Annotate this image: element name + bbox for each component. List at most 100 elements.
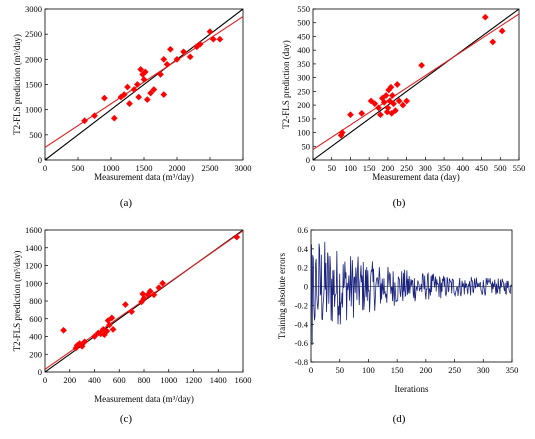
data-point xyxy=(166,45,174,53)
plot-frame xyxy=(310,229,513,363)
data-point xyxy=(124,83,131,91)
data-point xyxy=(388,92,396,99)
x-tick-label: 150 xyxy=(363,163,376,173)
x-axis-label: Measurement data (m³/day) xyxy=(94,394,194,404)
y-tick-label: 1000 xyxy=(25,278,42,288)
y-axis-label: T2-FLS prediction (m³/day) xyxy=(12,34,22,135)
y-tick-label: -0.6 xyxy=(295,338,308,348)
data-point xyxy=(338,129,346,136)
x-tick-label: 300 xyxy=(477,365,490,375)
data-point xyxy=(137,65,145,73)
data-point xyxy=(130,86,138,93)
panel-label: (d) xyxy=(393,413,406,425)
y-tick-label: 50 xyxy=(302,141,311,151)
data-point xyxy=(81,117,89,125)
x-tick-label: 200 xyxy=(382,163,395,173)
y-axis-label: T2-FLS prediction (m³/day) xyxy=(12,251,22,352)
x-tick-label: 400 xyxy=(456,163,469,173)
y-tick-label: 0.4 xyxy=(297,244,308,254)
data-point xyxy=(103,327,111,335)
y-tick-label: 400 xyxy=(29,332,42,342)
data-point xyxy=(133,81,141,88)
panel-a: 0 500 1000 1500 2000 2500 3000 0 500 1000 1500 2000… xyxy=(12,4,252,209)
y-tick-label: 1500 xyxy=(25,80,42,90)
y-tick-label: 200 xyxy=(297,100,310,110)
x-tick-label: 2000 xyxy=(169,163,186,173)
data-point xyxy=(126,100,133,108)
x-tick-label: 450 xyxy=(475,163,488,173)
x-tick-label: 200 xyxy=(419,365,432,375)
y-tick-label: 3000 xyxy=(25,4,42,14)
y-tick-label: 800 xyxy=(29,296,42,306)
data-point xyxy=(146,287,154,295)
panel-b: 0 50 100 150 200 250 300 350 400 450 500 550 0 50 100 1… xyxy=(281,4,525,209)
data-point xyxy=(109,325,117,333)
data-point xyxy=(481,13,489,21)
panel-label: (b) xyxy=(393,197,406,209)
y-tick-label: 550 xyxy=(297,4,310,14)
y-tick-label: 0.6 xyxy=(297,225,308,235)
y-axis-label: Training absolute errors xyxy=(277,252,287,339)
data-point xyxy=(384,104,392,112)
x-tick-label: 1000 xyxy=(160,375,177,385)
data-point xyxy=(186,53,194,61)
data-point xyxy=(403,97,411,105)
x-tick-label: 250 xyxy=(400,163,413,173)
y-tick-label: 1600 xyxy=(25,225,42,235)
x-tick-label: 1000 xyxy=(103,163,120,173)
x-tick-label: 1400 xyxy=(210,375,227,385)
x-tick-label: 0 xyxy=(311,163,315,173)
data-point xyxy=(233,233,241,241)
data-point xyxy=(375,104,382,112)
x-tick-label: 500 xyxy=(494,163,507,173)
data-point xyxy=(105,321,113,329)
x-axis-label: Iterations xyxy=(395,384,429,394)
data-point xyxy=(150,291,158,299)
error-series-line xyxy=(311,241,512,346)
x-tick-label: 1200 xyxy=(185,375,202,385)
x-tick-label: 0 xyxy=(43,163,47,173)
data-point xyxy=(140,294,148,302)
data-point xyxy=(367,97,375,105)
x-tick-label: 400 xyxy=(88,375,101,385)
plot-frame xyxy=(312,8,520,161)
data-point xyxy=(399,101,407,109)
plot-area xyxy=(313,9,519,160)
x-tick-label: 550 xyxy=(513,163,526,173)
data-point xyxy=(347,111,354,119)
data-point xyxy=(143,96,151,104)
y-tick-label: 0 xyxy=(304,282,308,292)
data-point xyxy=(150,86,158,93)
y-tick-label: 0 xyxy=(38,367,42,377)
data-point xyxy=(216,35,224,43)
x-tick-label: 2500 xyxy=(202,163,219,173)
x-tick-label: 200 xyxy=(63,375,76,385)
y-tick-label: 400 xyxy=(297,45,310,55)
data-point xyxy=(159,279,166,287)
x-tick-label: 100 xyxy=(344,163,357,173)
data-point xyxy=(122,301,129,308)
y-tick-label: 300 xyxy=(297,73,310,83)
plot-area xyxy=(45,230,243,372)
data-point xyxy=(78,342,86,350)
x-tick-label: 800 xyxy=(138,375,151,385)
data-point xyxy=(196,40,204,48)
data-point xyxy=(358,109,366,117)
x-tick-label: 500 xyxy=(72,163,85,173)
data-point xyxy=(498,27,506,35)
x-tick-label: 50 xyxy=(327,163,336,173)
panel-label: (c) xyxy=(120,413,133,425)
y-tick-label: 0 xyxy=(38,155,42,165)
y-tick-label: 0.2 xyxy=(297,263,308,273)
data-point xyxy=(110,114,118,122)
y-tick-label: 500 xyxy=(29,130,42,140)
data-point xyxy=(209,35,217,43)
data-point xyxy=(382,92,390,99)
data-point xyxy=(391,107,399,114)
data-point xyxy=(100,94,108,102)
y-tick-label: 250 xyxy=(297,86,310,96)
x-tick-label: 3000 xyxy=(235,163,252,173)
y-tick-label: -0.4 xyxy=(295,319,309,329)
y-tick-label: 350 xyxy=(297,59,310,69)
